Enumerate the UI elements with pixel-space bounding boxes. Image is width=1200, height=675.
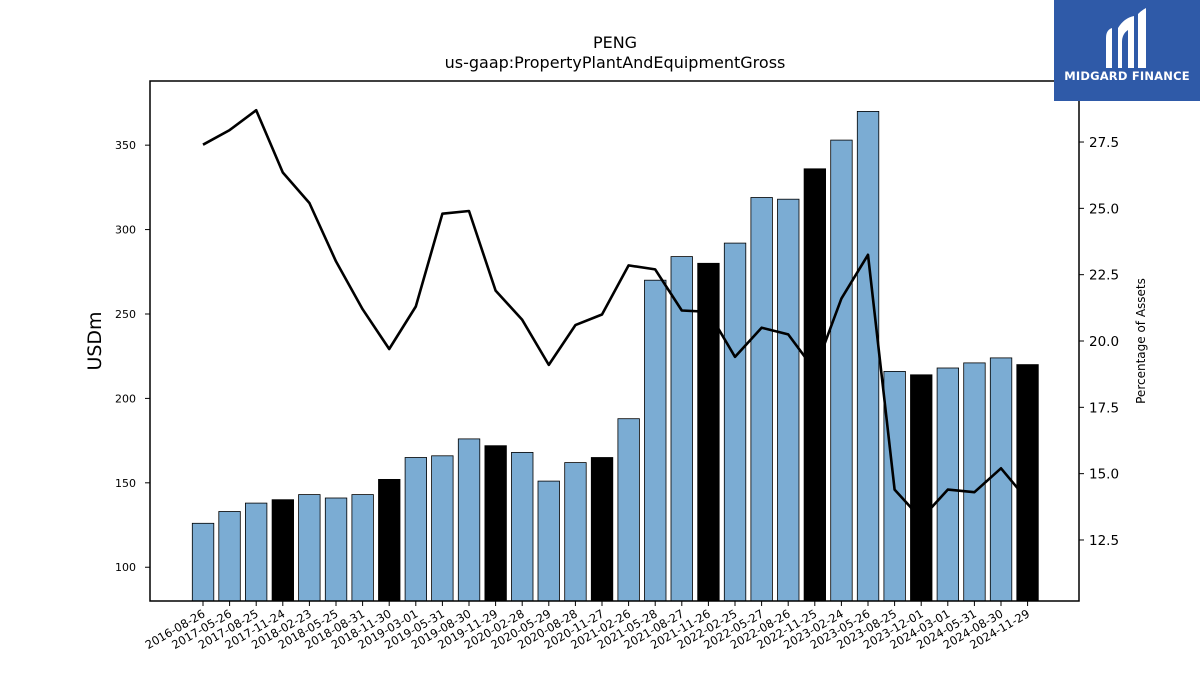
chart-subtitle: us-gaap:PropertyPlantAndEquipmentGross — [445, 53, 786, 72]
bar — [963, 362, 986, 602]
bar — [351, 494, 374, 602]
bar — [856, 111, 880, 602]
chart-title: PENG — [593, 33, 637, 52]
bar — [590, 457, 614, 602]
bar — [484, 445, 507, 602]
bar — [378, 478, 401, 602]
y-tick-label-right: 20.0 — [1089, 334, 1119, 350]
bar — [511, 451, 534, 602]
y-tick-label-left: 100 — [115, 561, 136, 574]
bar — [936, 367, 959, 602]
line-path — [202, 108, 1029, 521]
bar — [218, 511, 241, 602]
y-axis-right-label: Percentage of Assets — [1134, 278, 1148, 404]
y-tick-label-right: 12.5 — [1089, 533, 1119, 549]
brand-mark-icon — [1106, 8, 1146, 68]
y-tick-label-left: 350 — [115, 139, 136, 152]
bar — [750, 197, 773, 602]
bar — [404, 457, 428, 602]
bar — [1016, 364, 1039, 602]
y-tick-label-right: 27.5 — [1089, 135, 1119, 151]
bar — [644, 279, 667, 602]
y-tick-label-left: 300 — [115, 224, 136, 237]
y-tick-label-left: 200 — [115, 392, 136, 405]
bar — [191, 522, 215, 602]
bar — [298, 494, 321, 602]
bar — [324, 497, 348, 602]
bar — [457, 438, 481, 602]
y-axis-right: 12.5 15.0 17.5 20.0 22.5 25.0 27.5 — [1079, 135, 1119, 549]
bar-series — [191, 111, 1039, 602]
bar — [803, 168, 826, 602]
y-axis-left-label: USDm — [84, 311, 106, 370]
y-tick-label-left: 250 — [115, 308, 136, 321]
bar — [431, 455, 454, 602]
bar — [723, 242, 747, 602]
y-tick-label-right: 22.5 — [1089, 268, 1119, 284]
bar — [989, 357, 1013, 602]
brand-logo: MIDGARD FINANCE — [1054, 0, 1200, 101]
bar — [537, 480, 560, 602]
bar — [244, 502, 268, 602]
y-axis-left: 100 150 200 250 300 350 — [115, 139, 150, 574]
bar — [777, 198, 800, 602]
bar — [910, 374, 933, 602]
y-tick-label-right: 15.0 — [1089, 467, 1119, 483]
bar — [617, 418, 640, 602]
bar — [271, 499, 295, 602]
line-series — [202, 108, 1029, 521]
y-tick-label-left: 150 — [115, 477, 136, 490]
y-tick-label-right: 25.0 — [1089, 201, 1119, 217]
x-axis: 2016-08-262017-05-262017-08-252017-11-24… — [143, 601, 1032, 652]
brand-name: MIDGARD FINANCE — [1064, 69, 1190, 83]
y-tick-label-right: 17.5 — [1089, 400, 1119, 416]
bar — [564, 462, 587, 602]
bar — [830, 139, 853, 602]
